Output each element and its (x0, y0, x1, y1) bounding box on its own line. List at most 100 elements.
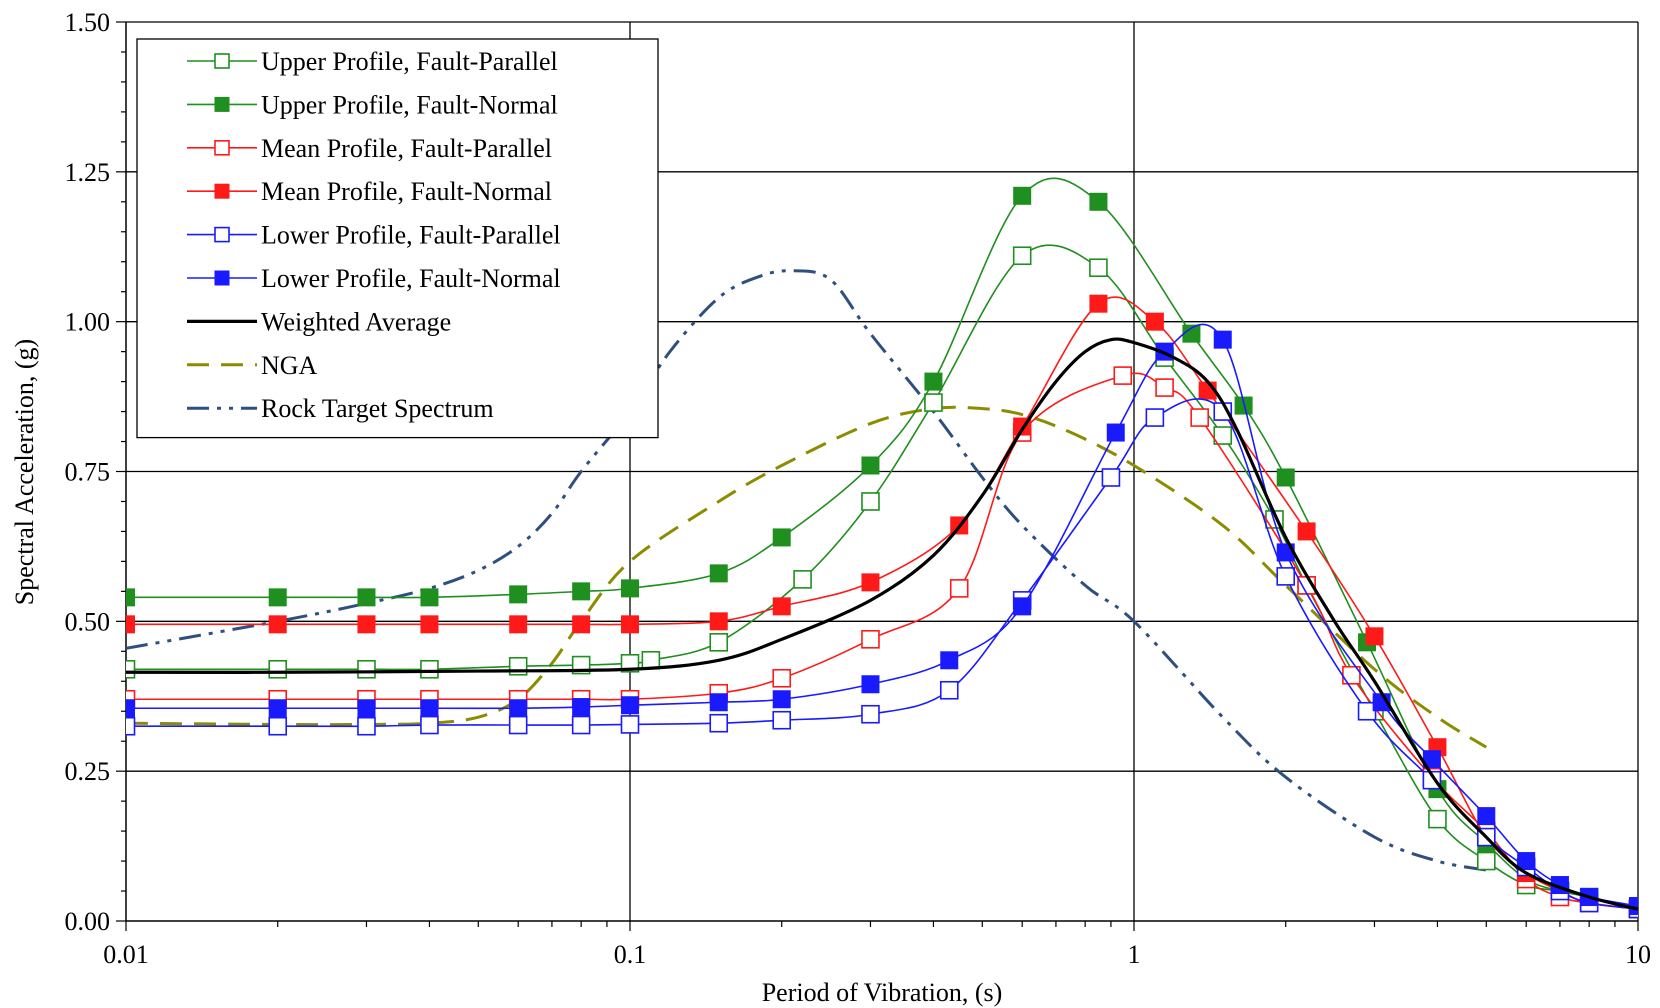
y-tick-label: 1.50 (65, 8, 111, 37)
data-point (1297, 522, 1316, 541)
data-point (1234, 396, 1253, 415)
y-tick-label: 0.75 (65, 458, 111, 487)
data-point (1213, 330, 1232, 349)
y-tick-label: 0.00 (65, 907, 111, 936)
legend-entry-rock-target-spectrum: Rock Target Spectrum (187, 394, 494, 423)
data-point (509, 615, 528, 634)
data-point (709, 633, 729, 652)
data-point (1213, 426, 1233, 445)
data-point (420, 615, 439, 634)
legend-entry-upper-profile-fault-normal: Upper Profile, Fault-Normal (187, 90, 558, 119)
data-point (772, 690, 791, 709)
series-line (126, 323, 1638, 907)
series-lower-profile-fault-parallel (126, 398, 1638, 919)
data-point (1428, 809, 1447, 829)
data-point (1155, 378, 1174, 397)
data-point (939, 680, 959, 700)
legend-marker (214, 183, 230, 199)
legend-label: Lower Profile, Fault-Parallel (261, 221, 561, 250)
x-tick-label: 0.01 (103, 940, 149, 969)
data-point (949, 579, 969, 598)
data-point (924, 372, 943, 391)
series-mean-profile-fault-parallel (126, 366, 1638, 919)
data-point (357, 615, 376, 634)
data-point (357, 699, 376, 718)
data-point (861, 573, 880, 592)
y-tick-label: 0.50 (65, 607, 111, 636)
data-point (709, 693, 728, 712)
legend-entry-nga: NGA (187, 351, 318, 380)
series-line (126, 398, 1638, 910)
data-point (861, 704, 880, 724)
legend-entry-lower-profile-fault-normal: Lower Profile, Fault-Normal (187, 264, 561, 293)
data-point (1106, 423, 1125, 442)
data-point (793, 570, 812, 589)
data-point (572, 698, 591, 717)
x-tick-label: 0.1 (614, 940, 647, 969)
series-line (126, 269, 1487, 872)
data-point (1629, 897, 1638, 916)
data-point (1145, 312, 1164, 331)
y-tick-label: 1.00 (65, 308, 111, 337)
legend-label: Upper Profile, Fault-Parallel (261, 47, 558, 76)
data-point (1276, 567, 1296, 586)
data-point (508, 715, 528, 735)
data-point (509, 699, 528, 718)
data-point (126, 615, 135, 634)
data-point (420, 659, 439, 679)
data-point (420, 699, 439, 718)
data-point (571, 715, 591, 735)
legend-entry-mean-profile-fault-normal: Mean Profile, Fault-Normal (187, 177, 552, 206)
data-point (940, 651, 959, 670)
series-weighted-average (126, 337, 1638, 911)
data-point (709, 612, 728, 631)
data-point (861, 630, 880, 649)
data-point (1013, 186, 1032, 205)
data-point (1476, 851, 1496, 871)
data-point (620, 715, 640, 734)
legend-label: Mean Profile, Fault-Normal (261, 177, 552, 206)
data-point (924, 393, 943, 412)
data-point (621, 615, 639, 634)
legend-entry-weighted-average: Weighted Average (187, 307, 451, 336)
data-point (572, 615, 591, 634)
data-point (1477, 807, 1496, 826)
data-point (1089, 192, 1108, 211)
data-point (1101, 468, 1121, 487)
data-point (126, 659, 136, 679)
legend-marker (214, 53, 230, 69)
data-point (509, 585, 528, 604)
data-point (126, 699, 135, 718)
legend-marker (214, 270, 230, 286)
data-point (1145, 408, 1165, 427)
data-point (1013, 597, 1032, 616)
y-tick-label: 0.25 (65, 757, 111, 786)
data-point (268, 699, 287, 718)
data-point (357, 716, 376, 736)
x-tick-label: 10 (1625, 940, 1651, 969)
data-point (357, 659, 376, 679)
data-point (357, 588, 376, 607)
data-point (1190, 408, 1209, 427)
legend-label: Weighted Average (261, 307, 451, 336)
data-point (772, 528, 791, 547)
legend-marker (214, 140, 230, 156)
data-point (1517, 852, 1536, 871)
legend-entry-mean-profile-fault-parallel: Mean Profile, Fault-Parallel (187, 134, 552, 163)
data-point (420, 588, 439, 607)
data-point (621, 579, 639, 598)
data-point (709, 564, 728, 583)
x-tick-label: 1 (1128, 940, 1141, 969)
data-point (861, 456, 880, 475)
data-point (709, 713, 729, 733)
data-point (1276, 468, 1295, 487)
y-tick-label: 1.25 (65, 158, 111, 187)
data-point (572, 582, 591, 601)
data-point (1365, 627, 1384, 646)
legend: Upper Profile, Fault-Parallel Upper Profi… (136, 38, 659, 439)
legend-label: NGA (261, 351, 318, 380)
legend-marker (214, 226, 230, 243)
series-upper-profile-fault-normal (126, 177, 1638, 919)
data-point (1089, 258, 1108, 278)
